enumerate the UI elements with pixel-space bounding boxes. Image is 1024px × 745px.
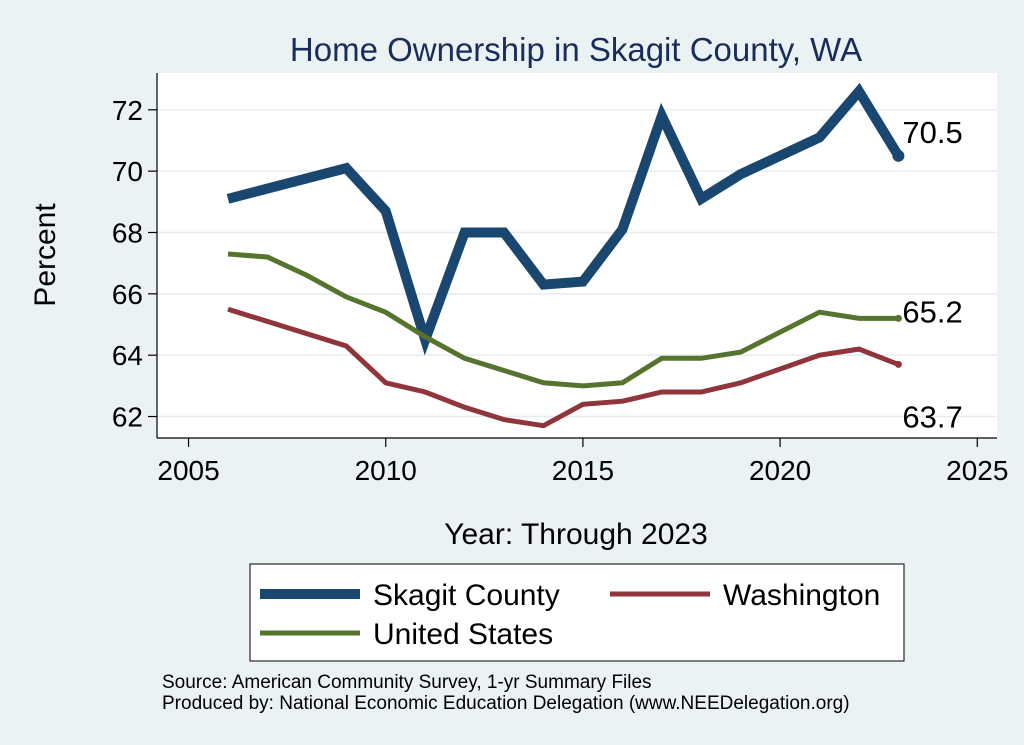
producer-note: Produced by: National Economic Education… bbox=[162, 693, 850, 714]
end-labels: 70.5 63.7 65.2 bbox=[902, 115, 962, 435]
y-tick-label: 64 bbox=[112, 340, 143, 371]
chart-title: Home Ownership in Skagit County, WA bbox=[290, 31, 862, 68]
end-label-skagit-county: 70.5 bbox=[902, 115, 962, 150]
y-axis-label: Percent bbox=[29, 203, 62, 307]
legend-box bbox=[249, 563, 905, 662]
source-note: Source: American Community Survey, 1-yr … bbox=[162, 672, 652, 693]
y-tick-label: 62 bbox=[112, 402, 143, 433]
series-lines bbox=[226, 82, 905, 429]
x-tick-label: 2015 bbox=[552, 455, 614, 486]
grid-lines bbox=[157, 109, 997, 418]
end-point-washington bbox=[894, 360, 902, 368]
end-point-united-states bbox=[894, 314, 902, 322]
legend-label-skagit-county: Skagit County bbox=[373, 579, 560, 612]
series-line-washington bbox=[227, 306, 900, 429]
legend-label-united-states: United States bbox=[373, 618, 553, 651]
x-tick-label: 2005 bbox=[157, 455, 219, 486]
legend: Skagit County Washington United States bbox=[249, 563, 905, 662]
x-tick-label: 2010 bbox=[355, 455, 417, 486]
series-line-united-states bbox=[227, 251, 899, 389]
legend-label-washington: Washington bbox=[723, 579, 880, 612]
end-label-washington: 63.7 bbox=[902, 399, 962, 434]
y-tick-label: 72 bbox=[112, 95, 143, 126]
series-line-skagit-county bbox=[226, 82, 903, 356]
end-label-united-states: 65.2 bbox=[902, 294, 962, 329]
y-tick-label: 66 bbox=[112, 279, 143, 310]
y-axis: 62 64 66 68 70 72 bbox=[112, 95, 157, 433]
x-tick-label: 2025 bbox=[946, 455, 1008, 486]
y-tick-label: 68 bbox=[112, 217, 143, 248]
plot-area bbox=[157, 73, 997, 438]
end-point-skagit-county bbox=[892, 149, 905, 162]
x-tick-label: 2020 bbox=[749, 455, 811, 486]
x-axis-label: Year: Through 2023 bbox=[444, 518, 708, 551]
y-tick-label: 70 bbox=[112, 156, 143, 187]
x-axis: 2005 2010 2015 2020 2025 bbox=[157, 438, 1008, 486]
